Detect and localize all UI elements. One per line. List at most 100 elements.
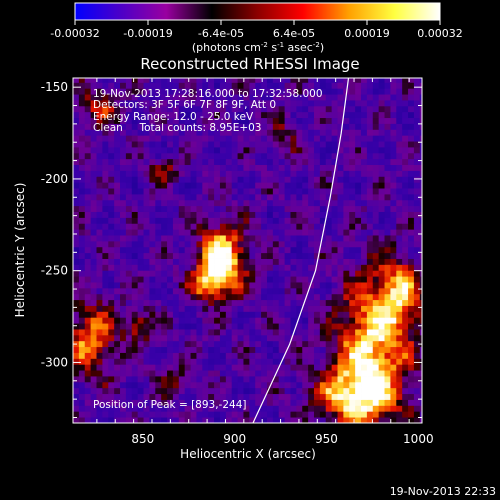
heatmap-cell — [319, 199, 327, 207]
heatmap-cell — [172, 94, 180, 101]
heatmap-cell — [337, 287, 344, 295]
heatmap-cell — [202, 417, 209, 423]
heatmap-cell — [284, 393, 291, 400]
heatmap-cell — [308, 105, 315, 113]
heatmap-cell — [102, 399, 109, 406]
heatmap-cell — [396, 299, 403, 306]
heatmap-cell — [84, 193, 92, 201]
heatmap-cell — [167, 317, 174, 324]
heatmap-cell — [349, 111, 356, 119]
heatmap-cell — [219, 223, 227, 230]
heatmap-cell — [319, 293, 327, 301]
heatmap-cell — [296, 329, 303, 336]
heatmap-cell — [313, 223, 321, 230]
heatmap-cell — [214, 182, 221, 189]
heatmap-cell — [343, 305, 350, 312]
heatmap-cell — [331, 252, 338, 259]
heatmap-cell — [225, 199, 233, 207]
heatmap-cell — [366, 417, 374, 423]
heatmap-cell — [102, 82, 109, 89]
heatmap-cell — [319, 329, 327, 336]
heatmap-cell — [108, 176, 115, 183]
heatmap-cell — [237, 252, 244, 259]
heatmap-cell — [302, 235, 309, 242]
heatmap-cell — [331, 399, 338, 406]
heatmap-cell — [190, 235, 197, 242]
heatmap-cell — [402, 299, 409, 306]
heatmap-cell — [120, 199, 127, 207]
heatmap-cell — [225, 258, 233, 265]
heatmap-cell — [184, 276, 191, 283]
heatmap-cell — [290, 299, 297, 306]
heatmap-cell — [149, 176, 156, 183]
heatmap-cell — [90, 223, 97, 230]
heatmap-cell — [390, 164, 397, 171]
heatmap-cell — [272, 293, 280, 301]
heatmap-cell — [349, 293, 356, 301]
heatmap-cell — [361, 311, 368, 318]
heatmap-cell — [202, 387, 209, 395]
heatmap-cell — [255, 158, 262, 166]
x-tick-label: 850 — [131, 432, 154, 446]
heatmap-cell — [237, 105, 244, 113]
heatmap-cell — [149, 346, 156, 353]
heatmap-cell — [290, 387, 297, 395]
heatmap-cell — [78, 229, 86, 236]
heatmap-cell — [125, 358, 133, 365]
heatmap-cell — [313, 340, 321, 348]
heatmap-cell — [255, 229, 262, 236]
heatmap-cell — [255, 170, 262, 177]
heatmap-cell — [361, 376, 368, 383]
heatmap-cell — [331, 323, 338, 330]
heatmap-cell — [272, 82, 280, 89]
heatmap-cell — [378, 258, 385, 265]
heatmap-cell — [343, 235, 350, 242]
heatmap-cell — [78, 270, 86, 277]
heatmap-cell — [190, 264, 197, 271]
heatmap-cell — [408, 123, 415, 130]
heatmap-cell — [155, 334, 162, 342]
heatmap-cell — [249, 358, 256, 365]
heatmap-cell — [219, 323, 227, 330]
heatmap-cell — [120, 370, 127, 377]
heatmap-cell — [390, 141, 397, 148]
heatmap-cell — [325, 188, 333, 195]
heatmap-cell — [225, 387, 233, 395]
heatmap-cell — [90, 199, 97, 207]
heatmap-cell — [161, 217, 168, 224]
heatmap-cell — [184, 193, 191, 201]
heatmap-cell — [184, 399, 191, 406]
heatmap-cell — [255, 352, 262, 359]
heatmap-cell — [308, 329, 315, 336]
heatmap-cell — [284, 246, 291, 254]
heatmap-cell — [366, 370, 374, 377]
heatmap-cell — [349, 358, 356, 365]
heatmap-cell — [308, 393, 315, 400]
heatmap-cell — [161, 88, 168, 95]
heatmap-cell — [78, 381, 86, 389]
heatmap-cell — [125, 182, 133, 189]
heatmap-cell — [337, 141, 344, 148]
heatmap-cell — [272, 229, 280, 236]
heatmap-cell — [402, 105, 409, 113]
heatmap-cell — [155, 188, 162, 195]
heatmap-cell — [284, 329, 291, 336]
heatmap-cell — [272, 100, 280, 107]
heatmap-cell — [355, 264, 362, 271]
heatmap-cell — [108, 334, 115, 342]
heatmap-cell — [408, 158, 415, 166]
heatmap-cell — [249, 135, 256, 142]
heatmap-cell — [361, 129, 368, 136]
heatmap-cell — [313, 217, 321, 224]
heatmap-cell — [302, 78, 309, 83]
heatmap-cell — [125, 94, 133, 101]
heatmap-cell — [390, 329, 397, 336]
heatmap-cell — [178, 370, 186, 377]
heatmap-cell — [384, 399, 391, 406]
heatmap-cell — [125, 229, 133, 236]
heatmap-cell — [343, 188, 350, 195]
heatmap-cell — [231, 182, 238, 189]
heatmap-cell — [413, 94, 421, 101]
heatmap-cell — [167, 88, 174, 95]
heatmap-cell — [308, 158, 315, 166]
